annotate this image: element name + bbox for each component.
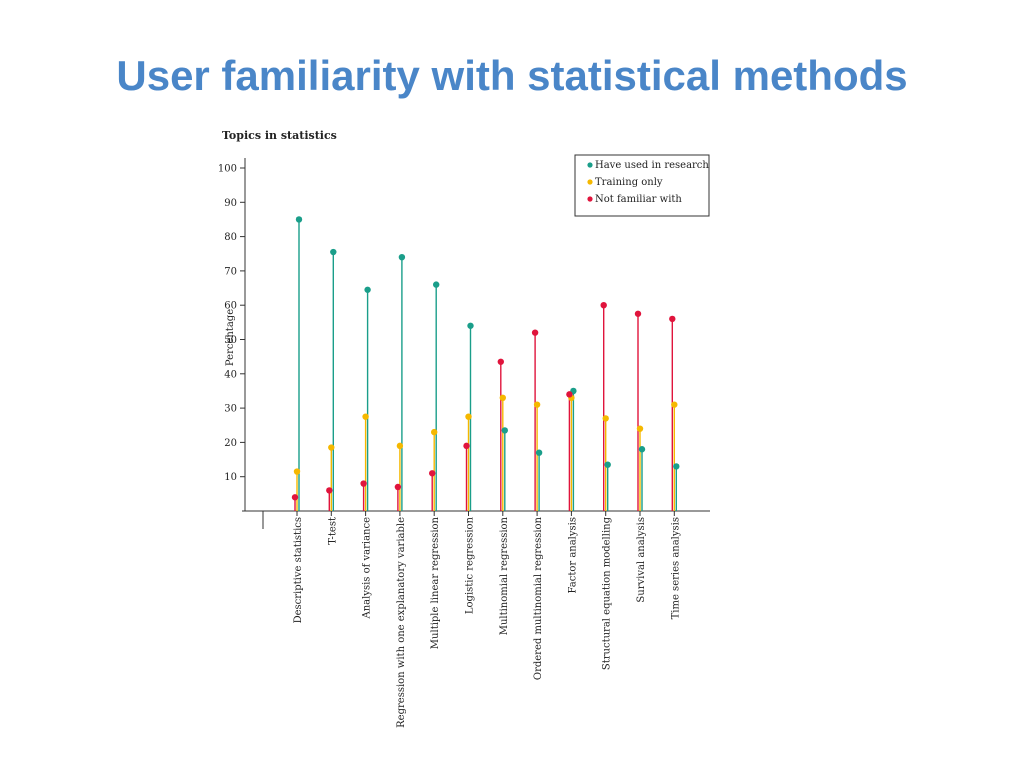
- category-labels: Descriptive statistics T-test Analysis of …: [293, 516, 681, 727]
- point-training: [636, 425, 644, 432]
- y-tick-label: 20: [224, 438, 237, 449]
- point-training: [431, 428, 438, 436]
- point-used: [638, 446, 646, 453]
- point-used: [467, 322, 474, 329]
- point-training: [465, 413, 472, 420]
- legend-marker-used: [587, 162, 593, 168]
- y-axis-label: Percentage: [225, 309, 236, 366]
- point-not_familiar: [566, 391, 573, 398]
- point-training: [602, 415, 609, 422]
- point-used: [501, 427, 508, 434]
- chart-title: Topics in statistics: [222, 129, 337, 142]
- y-tick-label: 70: [224, 266, 237, 277]
- point-not_familiar: [669, 315, 676, 323]
- point-training: [328, 444, 335, 451]
- y-tick-label: 40: [224, 369, 237, 380]
- chart-legend: Have used in research Training only Not fa…: [574, 154, 710, 217]
- point-not_familiar: [463, 442, 470, 450]
- category-label: Logistic regression: [465, 516, 476, 614]
- point-used: [295, 216, 303, 223]
- chart-axes: Topics in statistics Percentage 10 20 30 40 50…: [218, 129, 710, 529]
- category-label: Factor analysis: [567, 517, 578, 594]
- y-tick-label: 50: [224, 335, 237, 346]
- point-used: [673, 463, 680, 470]
- chart-stems: [294, 219, 677, 511]
- point-used: [535, 449, 543, 456]
- category-label: T-test: [327, 517, 338, 545]
- point-used: [364, 286, 371, 293]
- point-not_familiar: [634, 310, 642, 317]
- point-not_familiar: [360, 480, 367, 487]
- point-training: [533, 401, 541, 408]
- point-training: [362, 413, 369, 420]
- legend-label-training: Training only: [595, 177, 663, 188]
- point-not_familiar: [531, 329, 539, 336]
- y-tick-label: 90: [224, 198, 237, 209]
- point-used: [330, 248, 337, 256]
- category-label: Ordered multinomial regression: [533, 516, 544, 680]
- point-training: [671, 401, 678, 408]
- point-training: [396, 442, 404, 450]
- point-not_familiar: [394, 483, 402, 491]
- legend-box: [574, 154, 710, 217]
- point-not_familiar: [497, 358, 504, 365]
- point-used: [433, 281, 440, 288]
- legend-marker-not_familiar: [587, 196, 593, 202]
- point-not_familiar: [429, 470, 436, 477]
- category-label: Structural equation modelling: [602, 516, 613, 670]
- point-training: [293, 468, 301, 475]
- category-label: Multinomial regression: [499, 516, 510, 635]
- slide-title: User familiarity with statistical method…: [116, 52, 908, 99]
- category-label: Survival analysis: [636, 517, 647, 603]
- y-tick-label: 80: [224, 232, 237, 243]
- point-used: [398, 253, 406, 261]
- legend-label-used: Have used in research: [595, 160, 709, 171]
- category-label: Regression with one explanatory variable: [396, 517, 407, 728]
- point-not_familiar: [600, 302, 607, 309]
- point-used: [604, 461, 611, 468]
- point-not_familiar: [326, 487, 333, 494]
- y-tick-label: 30: [224, 404, 237, 415]
- y-tick-label: 60: [224, 301, 237, 312]
- point-training: [499, 394, 506, 402]
- category-label: Multiple linear regression: [430, 516, 441, 649]
- legend-marker-training: [587, 179, 593, 185]
- y-tick-label: 100: [218, 164, 237, 175]
- category-label: Time series analysis: [670, 517, 681, 619]
- category-label: Descriptive statistics: [293, 517, 304, 623]
- category-label: Analysis of variance: [362, 517, 373, 620]
- legend-label-not_familiar: Not familiar with: [595, 194, 682, 205]
- chart-points: [291, 216, 680, 501]
- y-tick-label: 10: [224, 472, 237, 483]
- point-not_familiar: [291, 494, 299, 501]
